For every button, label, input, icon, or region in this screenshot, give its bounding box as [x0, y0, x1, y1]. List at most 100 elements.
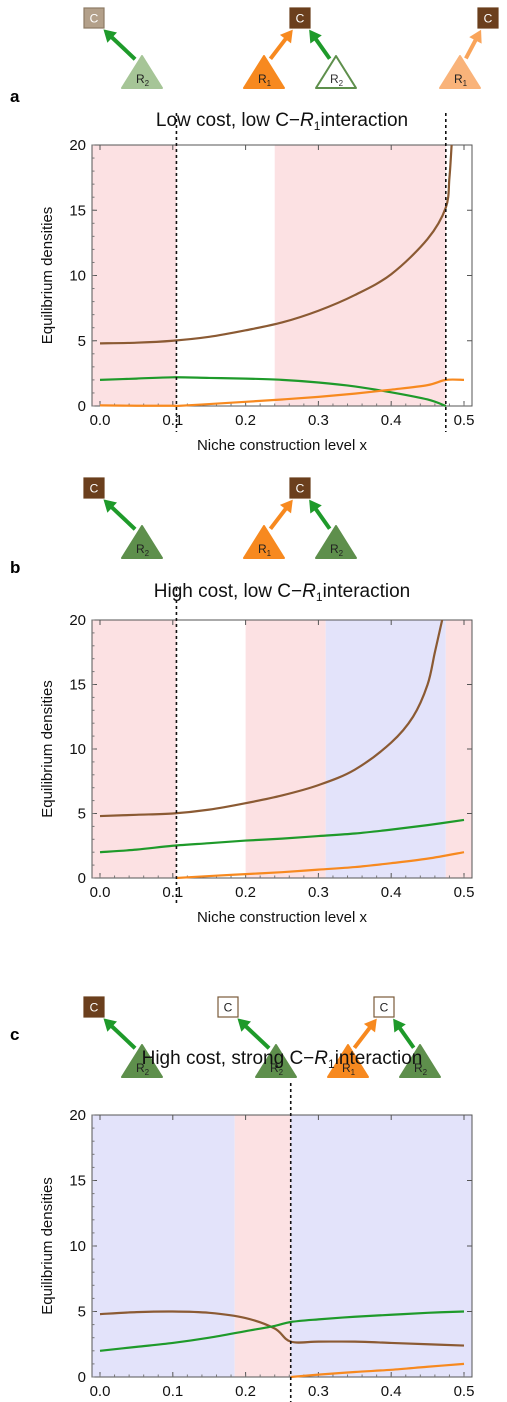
- series-line-R2: [99, 1310, 465, 1352]
- series-line-R1: [290, 1362, 465, 1378]
- panel-letter: b: [10, 558, 20, 577]
- region-band-stable: [274, 145, 446, 406]
- x-tick-label: 0.4: [381, 1383, 402, 1400]
- r2-node: [255, 1044, 297, 1078]
- x-tick-label: 0.2: [235, 1383, 256, 1400]
- title-text: High cost, low C−: [154, 581, 302, 602]
- arrow-r2-shaft: [312, 35, 332, 60]
- y-tick-label: 10: [69, 1238, 86, 1255]
- x-tick-label: 0.0: [90, 884, 111, 901]
- series-group: [99, 144, 465, 407]
- series-line-R2: [99, 376, 447, 407]
- arrow-r2-head: [237, 1018, 251, 1032]
- chart-title: Low cost, low C−R1interaction: [156, 110, 408, 133]
- series-line-R1: [176, 851, 465, 879]
- consumer-node-label: C: [380, 1001, 389, 1015]
- arrow-r1-shaft: [352, 1023, 374, 1050]
- y-tick-label: 5: [78, 806, 86, 823]
- consumer-node: [477, 7, 499, 29]
- r2-node: [121, 1044, 163, 1078]
- r2-node-subscript: 2: [339, 79, 344, 88]
- r2-node: [399, 1044, 441, 1078]
- x-axis-label: Niche construction level x: [197, 909, 368, 926]
- y-tick-label: 15: [69, 202, 86, 219]
- title-suffix: interaction: [320, 110, 408, 131]
- region-band-stable: [92, 145, 177, 406]
- r2-node: [315, 525, 357, 559]
- arrow-r2-head: [103, 1018, 117, 1032]
- arrow-r2-head: [103, 29, 117, 43]
- x-tick-label: 0.0: [90, 412, 111, 429]
- title-subscript: 1: [316, 590, 323, 604]
- title-subscript: 1: [314, 119, 321, 133]
- arrow-r2-shaft: [107, 1022, 137, 1050]
- series-group: [99, 619, 465, 879]
- series-line-C: [99, 1310, 465, 1347]
- y-tick-label: 0: [78, 1369, 86, 1386]
- x-tick-label: 0.1: [162, 412, 183, 429]
- consumer-node: [83, 477, 105, 499]
- y-tick-label: 20: [69, 137, 86, 154]
- x-tick-label: 0.1: [162, 884, 183, 901]
- consumer-node: [289, 477, 311, 499]
- consumer-node: [83, 996, 105, 1018]
- y-axis-label: Equilibrium densities: [39, 207, 56, 345]
- title-variable: R: [314, 1048, 328, 1069]
- interaction-icon-1-0: R2C: [83, 477, 163, 559]
- x-axis-label: Niche construction level x: [197, 437, 368, 454]
- arrow-r1-shaft: [464, 35, 480, 60]
- title-suffix: interaction: [323, 581, 411, 602]
- r2-node-subscript: 2: [339, 549, 344, 558]
- x-tick-label: 0.5: [454, 884, 475, 901]
- consumer-node-label: C: [224, 1001, 233, 1015]
- x-tick-label: 0.0: [90, 1383, 111, 1400]
- r1-node: [439, 55, 481, 89]
- r2-node-subscript: 2: [145, 79, 150, 88]
- y-tick-label: 5: [78, 333, 86, 350]
- r2-node-subscript: 2: [145, 549, 150, 558]
- y-tick-label: 5: [78, 1304, 86, 1321]
- r2-node: [121, 55, 163, 89]
- series-group: [99, 1310, 465, 1378]
- panel-letter: c: [10, 1025, 19, 1044]
- arrow-r1-head: [279, 499, 293, 514]
- r1-node-subscript: 1: [267, 79, 272, 88]
- consumer-node-label: C: [90, 1001, 99, 1015]
- y-tick-label: 10: [69, 268, 86, 285]
- title-variable: R: [302, 581, 316, 602]
- arrow-r2-head: [309, 499, 322, 514]
- arrow-r2-shaft: [396, 1024, 416, 1049]
- arrow-r2-shaft: [107, 33, 137, 61]
- r1-node-subscript: 1: [267, 549, 272, 558]
- consumer-node-label: C: [90, 12, 99, 26]
- arrow-r2-shaft: [312, 505, 332, 530]
- y-axis-label: Equilibrium densities: [39, 1177, 56, 1315]
- consumer-node-label: C: [90, 482, 99, 496]
- arrow-r2-head: [309, 29, 322, 44]
- consumer-node-label: C: [484, 12, 493, 26]
- region-band-other: [325, 620, 446, 878]
- y-tick-label: 15: [69, 677, 86, 694]
- y-tick-label: 0: [78, 870, 86, 887]
- x-tick-label: 0.4: [381, 412, 402, 429]
- arrow-r2-shaft: [107, 503, 137, 531]
- x-tick-label: 0.3: [308, 412, 329, 429]
- arrow-r1-head: [363, 1018, 377, 1033]
- arrow-r2-head: [393, 1018, 406, 1033]
- title-text: Low cost, low C−: [156, 110, 300, 131]
- region-band-stable: [234, 1115, 291, 1377]
- r1-node: [243, 525, 285, 559]
- consumer-node: [217, 996, 239, 1018]
- arrow-r1-shaft: [268, 504, 290, 531]
- consumer-node: [289, 7, 311, 29]
- series-line-R1: [99, 378, 465, 407]
- r2-node-subscript: 2: [279, 1068, 284, 1077]
- region-band-stable: [92, 620, 177, 878]
- chart-title: High cost, strong C−R1interaction: [142, 1048, 423, 1071]
- interaction-icon-2-1: R2C: [217, 996, 297, 1078]
- x-tick-label: 0.2: [235, 884, 256, 901]
- title-suffix: interaction: [335, 1048, 423, 1069]
